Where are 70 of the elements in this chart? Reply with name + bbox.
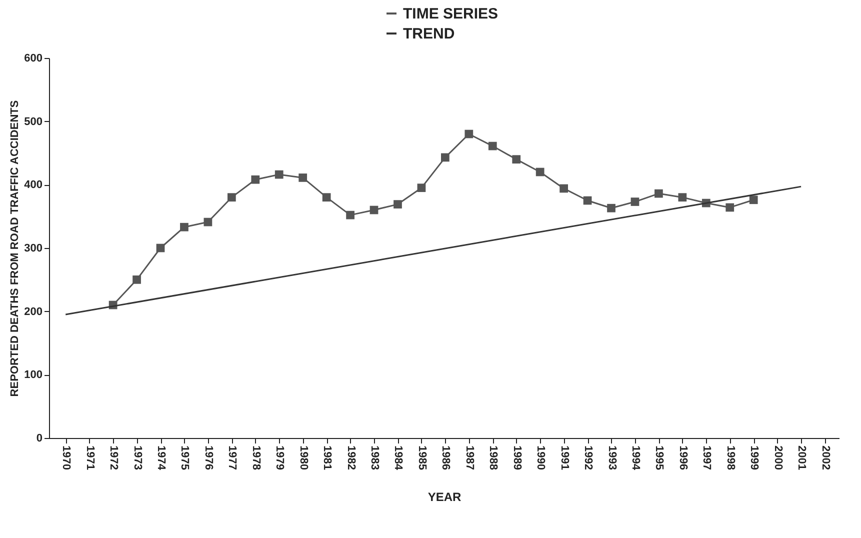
point: [512, 155, 521, 164]
point: [583, 196, 592, 205]
x-tick-label: 1981: [321, 446, 334, 470]
x-tick-label: 1993: [606, 446, 618, 470]
x-tick-label: 2002: [819, 446, 832, 470]
y-tick-label: 300: [24, 242, 42, 254]
point: [132, 275, 141, 284]
x-tick-label: 1988: [487, 446, 500, 470]
point: [488, 142, 497, 150]
x-tick-label: 1996: [676, 446, 689, 470]
x-tick-label: 1977: [226, 446, 238, 470]
point: [560, 184, 568, 193]
point: [678, 193, 687, 202]
point: [441, 153, 450, 162]
point: [749, 196, 758, 204]
x-tick-label: 1994: [629, 446, 642, 471]
point: [630, 198, 640, 206]
y-tick-label: 600: [24, 52, 42, 64]
legend-label: TREND: [403, 26, 455, 42]
x-tick-label: 1992: [582, 446, 594, 470]
x-tick-label: 1999: [748, 446, 760, 470]
x-tick-label: 1971: [84, 446, 96, 470]
point: [298, 174, 308, 182]
x-tick-label: 1982: [344, 446, 357, 470]
x-tick-label: 1980: [297, 446, 310, 470]
x-tick-label: 1989: [510, 446, 523, 470]
x-tick-label: 1991: [558, 446, 570, 470]
x-tick-label: 1985: [416, 446, 428, 470]
y-tick-label: 500: [24, 116, 42, 128]
y-tick-label: 400: [24, 179, 42, 192]
x-tick-label: 1979: [274, 446, 286, 470]
x-tick-label: 1976: [202, 446, 214, 470]
point: [251, 175, 260, 184]
x-tick-label: 1990: [534, 446, 547, 470]
x-tick-label: 1984: [392, 446, 404, 471]
point: [274, 170, 284, 179]
point: [204, 218, 212, 226]
y-tick-label: 100: [24, 369, 42, 382]
x-tick-label: 1974: [155, 446, 167, 471]
x-tick-label: 1997: [700, 446, 713, 470]
point: [654, 189, 663, 198]
x-tick-label: 1978: [250, 446, 262, 470]
x-axis-title: YEAR: [428, 490, 462, 504]
point: [180, 222, 188, 232]
point: [536, 168, 544, 176]
x-tick-label: 1995: [653, 446, 666, 470]
x-tick-label: 1975: [178, 446, 191, 470]
point: [227, 193, 236, 202]
legend-label: TIME SERIES: [403, 6, 498, 22]
point: [464, 130, 474, 138]
y-tick-label: 0: [36, 432, 42, 444]
x-tick-label: 1987: [463, 446, 476, 470]
point: [322, 193, 331, 202]
point: [607, 204, 616, 212]
point: [370, 206, 378, 214]
point: [726, 203, 734, 212]
point: [394, 200, 402, 208]
point: [417, 184, 426, 192]
x-tick-label: 1970: [60, 446, 72, 470]
x-tick-label: 1983: [368, 446, 381, 470]
x-tick-label: 1986: [440, 446, 452, 470]
y-axis-title: REPORTED DEATHS FROM ROAD TRAFFIC ACCIDENTS: [9, 100, 22, 397]
x-tick-label: 1998: [724, 446, 736, 470]
x-tick-label: 2000: [772, 446, 784, 470]
x-tick-label: 1973: [131, 446, 144, 470]
y-tick-label: 200: [24, 306, 42, 318]
point: [156, 244, 165, 252]
point: [346, 210, 354, 220]
x-tick-label: 1972: [108, 446, 120, 470]
x-tick-label: 2001: [796, 446, 808, 470]
